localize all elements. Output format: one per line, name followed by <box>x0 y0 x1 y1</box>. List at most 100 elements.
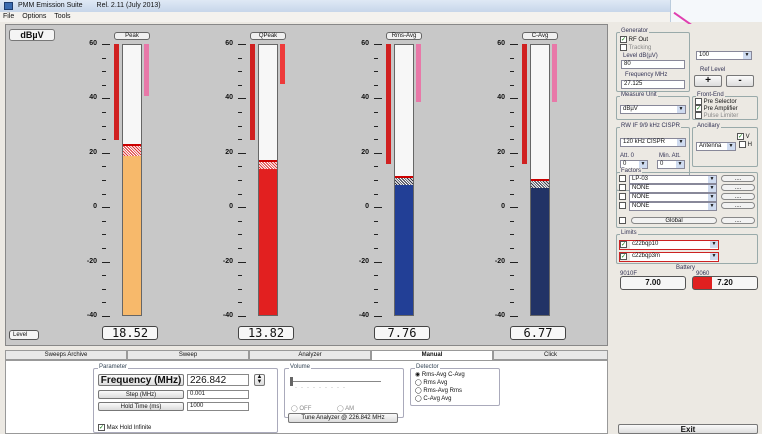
tracking-checkbox[interactable] <box>620 44 627 51</box>
limit-2-checkbox[interactable]: ✓ <box>620 253 627 260</box>
scale-tick <box>102 112 106 113</box>
detector-option-2[interactable]: ◯ Rms Avg <box>415 380 448 386</box>
factor-more-button[interactable]: .... <box>721 184 755 191</box>
volume-off-option[interactable]: ◯ OFF <box>291 406 312 412</box>
tab-manual[interactable]: Manual <box>371 350 493 360</box>
limit-row-2[interactable]: ✓ c22bqp3m ▼ <box>619 252 719 262</box>
volume-am-option[interactable]: ◯ AM <box>337 406 355 412</box>
scale-label: 40 <box>497 94 505 102</box>
scale-label: 0 <box>229 203 233 211</box>
tab-click[interactable]: Click <box>493 350 608 360</box>
meter-panel <box>5 24 608 346</box>
factor-select[interactable]: NONE ▼ <box>629 202 717 211</box>
ref-level-label: Ref Level <box>700 67 726 73</box>
limit-row-1[interactable]: ✓ c22bqp10 ▼ <box>619 240 719 250</box>
factor-more-button[interactable]: .... <box>721 202 755 209</box>
detector-option-3[interactable]: ◯ Rms-Avg Rms <box>415 388 462 394</box>
factor-select[interactable]: NONE ▼ <box>629 184 717 193</box>
battery-right-value: 7.20 <box>692 276 758 290</box>
parameter-group: Parameter Frequency (MHz) 226.842 ▲ ▼ Ste… <box>93 364 278 433</box>
meter-fill-rmsavg <box>395 185 413 315</box>
global-checkbox[interactable] <box>619 217 626 224</box>
scale-tick <box>102 248 106 249</box>
tracking-row[interactable]: Tracking <box>620 44 651 52</box>
tab-sweeps-archive[interactable]: Sweeps Archive <box>5 350 127 360</box>
level-button[interactable]: Level <box>9 330 39 340</box>
max-hold-row[interactable]: ✓ Max Hold Infinite <box>98 424 151 431</box>
scale-tick <box>238 193 242 195</box>
factor-checkbox[interactable] <box>619 184 626 191</box>
gen-level-input[interactable]: 80 <box>621 60 685 69</box>
volume-group: Volume ········· ◯ OFF ◯ AM <box>284 364 404 418</box>
limit-2-select[interactable]: c22bqp3m ▼ <box>630 253 718 261</box>
meter-value-peak: 18.52 <box>102 326 158 340</box>
scale-tick <box>374 316 382 317</box>
limit-1-checkbox[interactable]: ✓ <box>620 241 627 248</box>
max-hold-checkbox[interactable]: ✓ <box>98 424 105 431</box>
hold-time-input[interactable]: 1000 <box>187 402 249 411</box>
pulse-limiter-checkbox[interactable] <box>695 112 702 119</box>
exit-button[interactable]: Exit <box>618 424 758 434</box>
h-row[interactable]: H <box>739 141 752 149</box>
tab-sweep[interactable]: Sweep <box>127 350 249 360</box>
limit-1-select[interactable]: c22bqp10 ▼ <box>630 241 718 249</box>
h-checkbox[interactable] <box>739 141 746 148</box>
pre-selector-checkbox[interactable] <box>695 98 702 105</box>
menu-tools[interactable]: Tools <box>54 13 71 20</box>
factor-checkbox[interactable] <box>619 202 626 209</box>
scale-tick <box>238 288 242 290</box>
volume-am-label: AM <box>345 406 355 412</box>
measure-unit-title: Measure Unit <box>620 92 658 98</box>
volume-slider[interactable] <box>291 381 381 382</box>
detector-option-4[interactable]: ◯ C-Avg Avg <box>415 396 452 402</box>
frequency-input[interactable]: 226.842 <box>187 374 249 386</box>
detector-option-1[interactable]: ◉ Rms-Avg C-Avg <box>415 372 465 378</box>
tracking-label: Tracking <box>628 45 652 52</box>
pre-selector-row[interactable]: Pre Selector <box>695 98 737 106</box>
meter-bar-qpeak <box>258 44 278 316</box>
factor-select[interactable]: LP-03 ▼ <box>629 175 717 184</box>
pulse-limiter-row[interactable]: Pulse Limiter <box>695 112 738 120</box>
factor-more-button[interactable]: .... <box>721 193 755 200</box>
volume-handle[interactable] <box>290 377 293 386</box>
frequency-spinner[interactable]: ▲ ▼ <box>254 374 265 386</box>
scale-label: 40 <box>225 94 233 102</box>
factor-select[interactable]: NONE ▼ <box>629 193 717 202</box>
rbw-select[interactable]: 120 kHz CISPR ▼ <box>620 138 686 147</box>
rf-out-row[interactable]: ✓ RF Out <box>620 36 648 44</box>
pre-amplifier-row[interactable]: ✓ Pre Amplifier <box>695 105 738 113</box>
pre-amplifier-checkbox[interactable]: ✓ <box>695 105 702 112</box>
scale-label: 20 <box>225 148 233 156</box>
min-att-select[interactable]: 0 ▼ <box>657 160 685 169</box>
factor-more-button[interactable]: .... <box>721 175 755 182</box>
v-row[interactable]: ✓ V <box>737 133 750 141</box>
menu-file[interactable]: File <box>3 13 15 20</box>
scale-tick <box>238 152 246 154</box>
step-input[interactable]: 0.001 <box>187 390 249 399</box>
battery-title: Battery <box>676 265 696 271</box>
plus-button[interactable]: + <box>694 75 722 87</box>
factor-checkbox[interactable] <box>619 175 626 182</box>
scale-tick <box>374 71 378 73</box>
step-button[interactable]: Step (MHz) <box>98 390 184 399</box>
menu-options[interactable]: Options <box>22 13 47 20</box>
ancillary-select[interactable]: Antenna ▼ <box>696 142 736 151</box>
global-button[interactable]: Global <box>631 217 717 224</box>
gen-step-select[interactable]: 100 ▼ <box>696 51 752 60</box>
rf-out-label: RF Out <box>628 37 649 44</box>
measure-unit-select[interactable]: dBµV ▼ <box>620 105 686 114</box>
ancillary-value: Antenna <box>699 143 722 149</box>
tab-analyzer[interactable]: Analyzer <box>249 350 371 360</box>
gen-freq-input[interactable]: 27.125 <box>621 80 685 89</box>
factor-checkbox[interactable] <box>619 193 626 200</box>
hold-time-button[interactable]: Hold Time (ms) <box>98 402 184 411</box>
global-more-button[interactable]: .... <box>721 217 755 224</box>
att-value: 0 <box>623 161 627 167</box>
scale-tick <box>374 112 378 113</box>
v-checkbox[interactable]: ✓ <box>737 133 744 140</box>
tune-analyzer-button[interactable]: Tune Analyzer @ 226.842 MHz <box>288 413 398 423</box>
minus-button[interactable]: - <box>726 75 754 87</box>
ancillary-group: Ancillary ✓ V Antenna ▼ H <box>692 123 758 167</box>
rf-out-checkbox[interactable]: ✓ <box>620 36 627 43</box>
chevron-down-icon: ▼ <box>708 203 716 210</box>
